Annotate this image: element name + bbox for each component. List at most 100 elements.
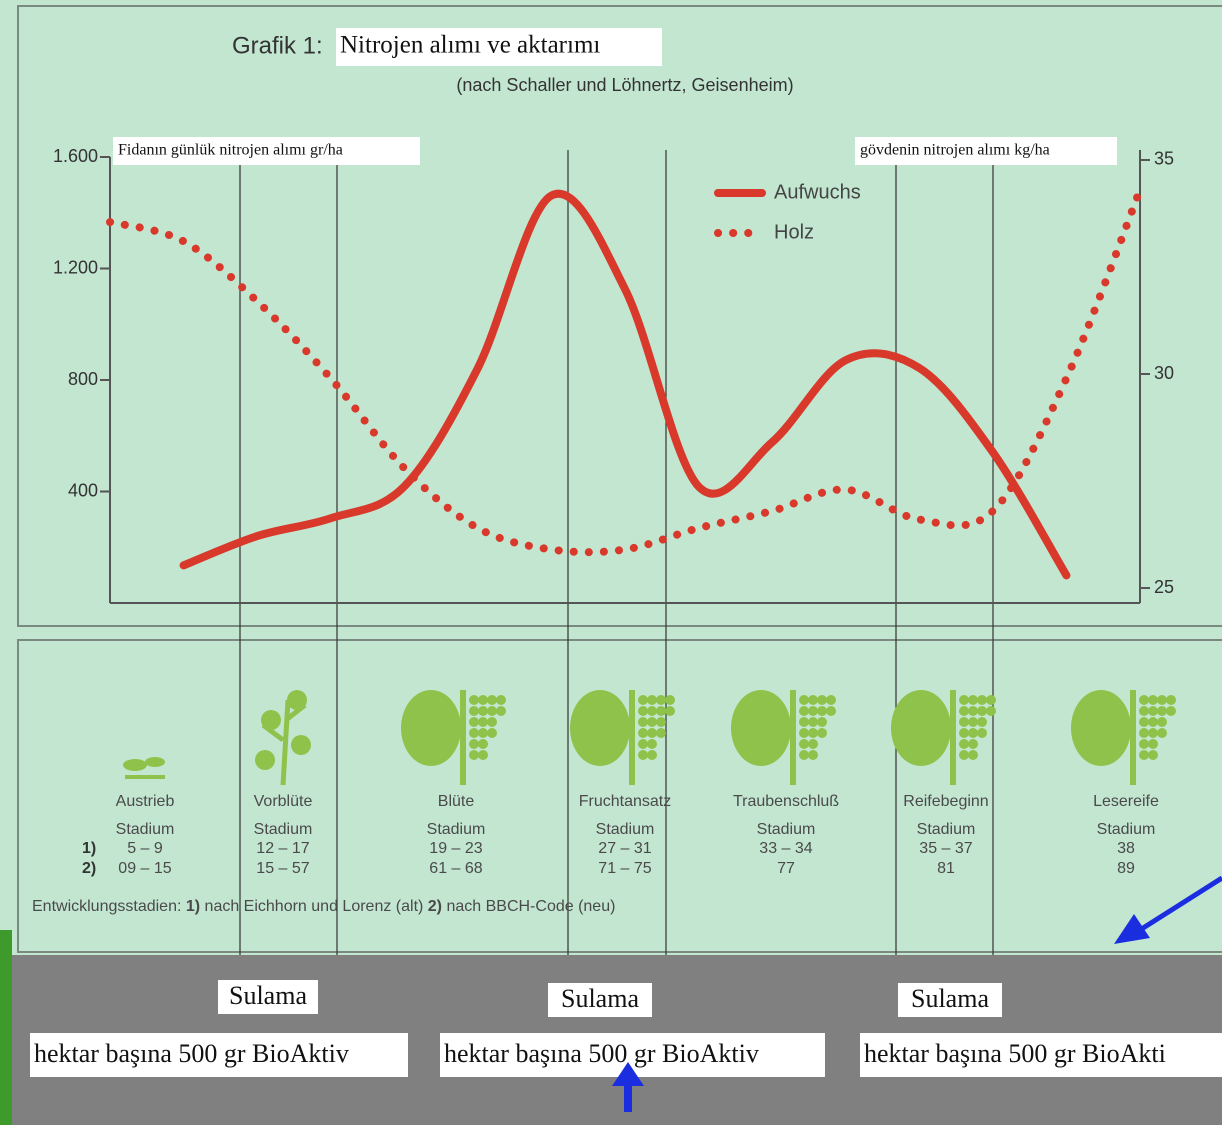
icon — [1130, 690, 1136, 785]
icon — [959, 706, 969, 716]
icon — [977, 717, 987, 727]
stage-label: Stadium — [757, 821, 816, 838]
icon — [469, 739, 479, 749]
y2-tick-label: 35 — [1154, 149, 1174, 169]
icon — [478, 750, 488, 760]
icon — [1157, 717, 1167, 727]
icon — [1166, 695, 1176, 705]
icon — [478, 739, 488, 749]
icon — [1148, 750, 1158, 760]
icon — [478, 717, 488, 727]
y-axis-label: Fidanın günlük nitrojen alımı gr/ha — [118, 142, 343, 159]
icon — [469, 750, 479, 760]
icon — [665, 695, 675, 705]
icon — [817, 717, 827, 727]
stage-label: Stadium — [1097, 821, 1156, 838]
icon — [790, 690, 796, 785]
icon — [1148, 739, 1158, 749]
icon — [1148, 695, 1158, 705]
icon — [1139, 695, 1149, 705]
icon — [638, 750, 648, 760]
icon — [959, 695, 969, 705]
icon — [891, 690, 951, 766]
icon — [1148, 706, 1158, 716]
stage-name: Fruchtansatz — [579, 793, 671, 810]
icon — [826, 695, 836, 705]
icon — [496, 695, 506, 705]
code-marker: 1) — [82, 840, 96, 857]
icon — [817, 706, 827, 716]
stage-code: 89 — [1117, 860, 1135, 877]
icon — [986, 695, 996, 705]
icon — [799, 717, 809, 727]
icon — [799, 750, 809, 760]
icon — [968, 706, 978, 716]
stage-code: 5 – 9 — [127, 840, 163, 857]
footnote-part: 1) — [186, 898, 200, 915]
icon — [731, 690, 791, 766]
icon — [647, 717, 657, 727]
footnote-part: nach BBCH-Code (neu) — [442, 898, 615, 915]
icon — [1139, 739, 1149, 749]
icon — [959, 750, 969, 760]
icon — [478, 706, 488, 716]
chart-subtitle: (nach Schaller und Löhnertz, Geisenheim) — [456, 75, 793, 95]
stage-code: 77 — [777, 860, 795, 877]
stage-name: Lesereife — [1093, 793, 1159, 810]
icon — [469, 717, 479, 727]
icon — [647, 739, 657, 749]
icon — [647, 706, 657, 716]
icon — [977, 728, 987, 738]
icon — [638, 695, 648, 705]
icon — [665, 706, 675, 716]
stage-code: 19 – 23 — [429, 840, 482, 857]
icon — [1148, 717, 1158, 727]
icon — [817, 695, 827, 705]
stage-label: Stadium — [596, 821, 655, 838]
icon — [638, 739, 648, 749]
footnote-part: nach Eichhorn und Lorenz (alt) — [200, 898, 428, 915]
icon — [629, 690, 635, 785]
icon — [656, 728, 666, 738]
icon — [959, 717, 969, 727]
icon — [808, 728, 818, 738]
icon — [647, 728, 657, 738]
icon — [808, 750, 818, 760]
y2-tick-label: 25 — [1154, 577, 1174, 597]
icon — [986, 706, 996, 716]
icon — [968, 739, 978, 749]
note-title: Sulama — [229, 981, 307, 1010]
note-text: hektar başına 500 gr BioAktiv — [34, 1039, 349, 1068]
icon — [125, 775, 165, 779]
note-title: Sulama — [911, 984, 989, 1013]
icon — [1166, 706, 1176, 716]
icon — [968, 695, 978, 705]
icon — [1148, 728, 1158, 738]
icon — [469, 728, 479, 738]
icon — [799, 728, 809, 738]
page: Grafik 1: Nitrojen alımı ve aktarımı (na… — [0, 0, 1222, 1125]
icon — [656, 706, 666, 716]
icon — [959, 739, 969, 749]
icon — [478, 728, 488, 738]
stage-code: 38 — [1117, 840, 1135, 857]
stage-code: 81 — [937, 860, 955, 877]
icon — [570, 690, 630, 766]
note-text: hektar başına 500 gr BioAkti — [864, 1039, 1166, 1068]
stage-label: Stadium — [254, 821, 313, 838]
y-tick-label: 1.600 — [53, 146, 98, 166]
note-text: hektar başına 500 gr BioAktiv — [444, 1039, 759, 1068]
icon — [487, 728, 497, 738]
icon — [261, 710, 281, 730]
y-tick-label: 400 — [68, 480, 98, 500]
icon — [638, 728, 648, 738]
icon — [808, 695, 818, 705]
icon — [656, 717, 666, 727]
y-tick-label: 1.200 — [53, 257, 98, 277]
icon — [808, 739, 818, 749]
note-title: Sulama — [561, 984, 639, 1013]
icon — [977, 706, 987, 716]
stage-code: 61 – 68 — [429, 860, 482, 877]
footnote-part: 2) — [428, 898, 442, 915]
legend-label: Holz — [774, 221, 814, 243]
